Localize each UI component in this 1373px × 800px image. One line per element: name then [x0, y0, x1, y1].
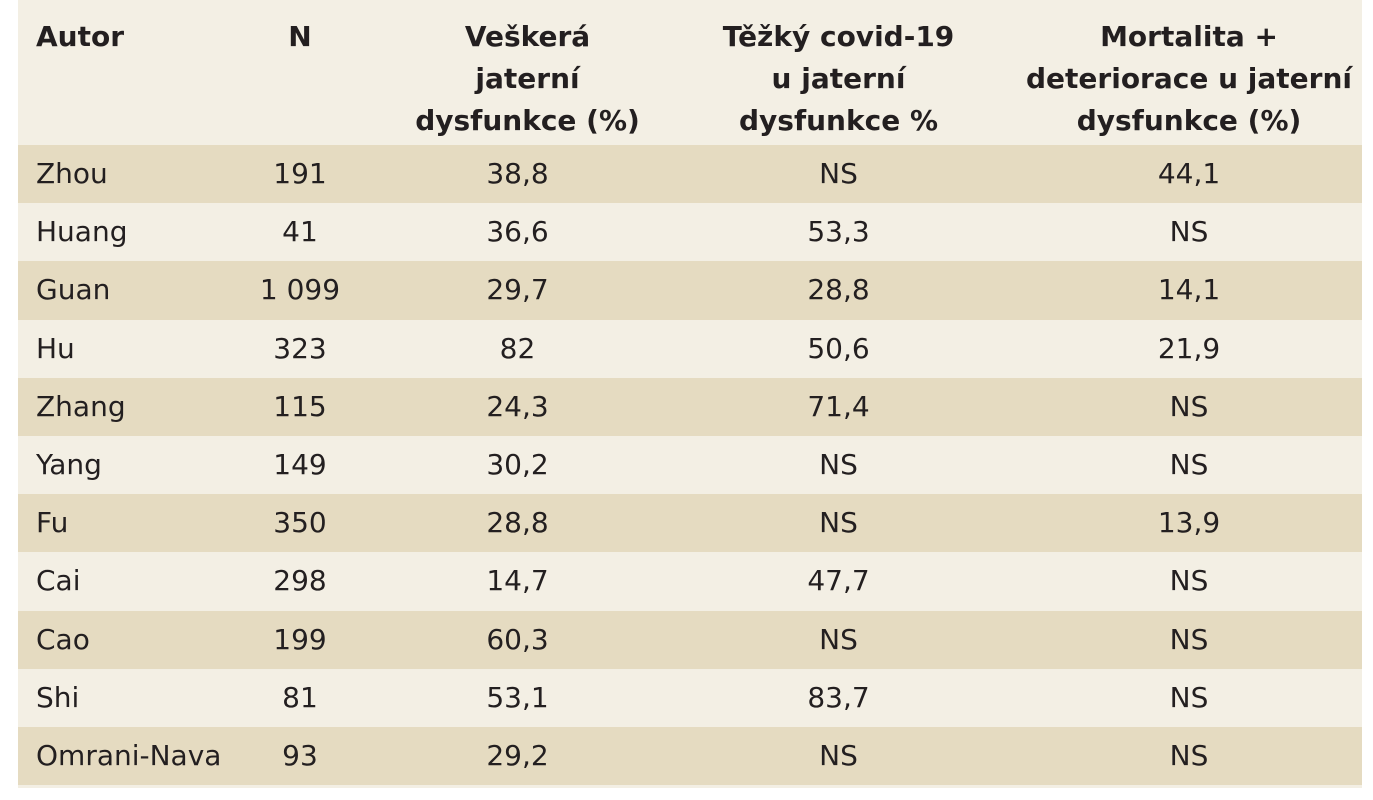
cell-severe-covid: NS: [819, 738, 858, 772]
cell-mortality: NS: [1169, 215, 1209, 249]
table-row: Hu 323 82 50,6 21,9: [18, 319, 1362, 378]
table-row: Fu 350 28,8 NS 13,9: [18, 494, 1362, 553]
cell-liver-dysfunction: 29,2: [486, 738, 549, 772]
cell-severe-covid: 50,6: [807, 331, 870, 365]
cell-mortality: 14,1: [1157, 273, 1221, 307]
cell-n: 191: [273, 157, 327, 191]
table-row: Huang 41 36,6 53,3 NS: [18, 203, 1362, 262]
cell-liver-dysfunction: 29,7: [486, 273, 549, 307]
data-table: Autor N Veškerá jaterní dysfunkce (%) Tě…: [18, 0, 1362, 786]
cell-mortality: NS: [1169, 622, 1209, 656]
table-row: Cai 298 14,7 47,7 NS: [18, 552, 1362, 611]
cell-author: Yang: [36, 448, 102, 482]
table-row: Omrani-Nava 93 29,2 NS NS: [18, 726, 1362, 786]
cell-author: Cao: [36, 622, 90, 656]
cell-author: Fu: [36, 506, 69, 540]
header-mortality: Mortalita + deteriorace u jaterní dysfun…: [1026, 20, 1352, 137]
cell-liver-dysfunction: 36,6: [486, 215, 549, 249]
cell-severe-covid: 28,8: [807, 273, 870, 307]
cell-author: Shi: [36, 680, 80, 714]
cell-liver-dysfunction: 30,2: [486, 448, 549, 482]
cell-author: Guan: [36, 273, 111, 307]
cell-n: 1 099: [259, 273, 341, 307]
cell-severe-covid: NS: [819, 622, 858, 656]
cell-mortality: NS: [1169, 448, 1209, 482]
cell-liver-dysfunction: 60,3: [486, 622, 549, 656]
cell-mortality: 21,9: [1157, 331, 1221, 365]
cell-n: 323: [273, 331, 327, 365]
data-table-container: Autor N Veškerá jaterní dysfunkce (%) Tě…: [18, 0, 1362, 788]
header-severe-covid: Těžký covid-19 u jaterní dysfunkce %: [722, 20, 955, 137]
table-row: Yang 149 30,2 NS NS: [18, 435, 1362, 495]
cell-n: 93: [282, 738, 318, 772]
cell-severe-covid: 47,7: [807, 564, 870, 598]
cell-severe-covid: NS: [819, 157, 858, 191]
header-row: Autor N Veškerá jaterní dysfunkce (%) Tě…: [18, 0, 1362, 145]
cell-severe-covid: 53,3: [807, 215, 870, 249]
cell-author: Zhou: [36, 157, 108, 191]
table-header: Autor N Veškerá jaterní dysfunkce (%) Tě…: [18, 0, 1362, 145]
table-row: Zhou 191 38,8 NS 44,1: [18, 145, 1362, 204]
cell-author: Cai: [36, 564, 81, 598]
cell-liver-dysfunction: 28,8: [486, 506, 549, 540]
cell-n: 149: [273, 448, 327, 482]
cell-n: 350: [273, 506, 327, 540]
table-row: Shi 81 53,1 83,7 NS: [18, 668, 1362, 727]
table-row: Cao 199 60,3 NS NS: [18, 610, 1362, 669]
cell-mortality: NS: [1169, 738, 1209, 772]
cell-liver-dysfunction: 24,3: [486, 389, 549, 423]
cell-liver-dysfunction: 53,1: [486, 680, 549, 714]
cell-liver-dysfunction: 14,7: [486, 564, 549, 598]
cell-mortality: 44,1: [1157, 157, 1221, 191]
cell-author: Hu: [36, 331, 75, 365]
cell-severe-covid: NS: [819, 506, 858, 540]
cell-severe-covid: 83,7: [807, 680, 870, 714]
cell-liver-dysfunction: 38,8: [486, 157, 549, 191]
cell-liver-dysfunction: 82: [499, 331, 536, 365]
cell-author: Zhang: [36, 389, 126, 423]
cell-mortality: NS: [1169, 389, 1209, 423]
cell-mortality: 13,9: [1157, 506, 1221, 540]
cell-severe-covid: 71,4: [807, 389, 870, 423]
table-body: Zhou 191 38,8 NS 44,1 Huang 41 36,6 53,3 NS Guan 1 …: [18, 145, 1362, 786]
cell-mortality: NS: [1169, 680, 1209, 714]
cell-n: 115: [273, 389, 327, 423]
cell-n: 298: [273, 564, 327, 598]
header-author: Autor: [36, 20, 125, 53]
cell-mortality: NS: [1169, 564, 1209, 598]
header-liver-dysfunction: Veškerá jaterní dysfunkce (%): [415, 20, 640, 137]
cell-n: 41: [282, 215, 318, 249]
table-row: Guan 1 099 29,7 28,8 14,1: [18, 261, 1362, 320]
header-n: N: [288, 20, 312, 53]
table-row: Zhang 115 24,3 71,4 NS: [18, 377, 1362, 436]
cell-n: 81: [282, 680, 318, 714]
cell-author: Huang: [36, 215, 128, 249]
cell-author: Omrani-Nava: [36, 738, 222, 772]
cell-n: 199: [273, 622, 327, 656]
cell-severe-covid: NS: [819, 448, 858, 482]
